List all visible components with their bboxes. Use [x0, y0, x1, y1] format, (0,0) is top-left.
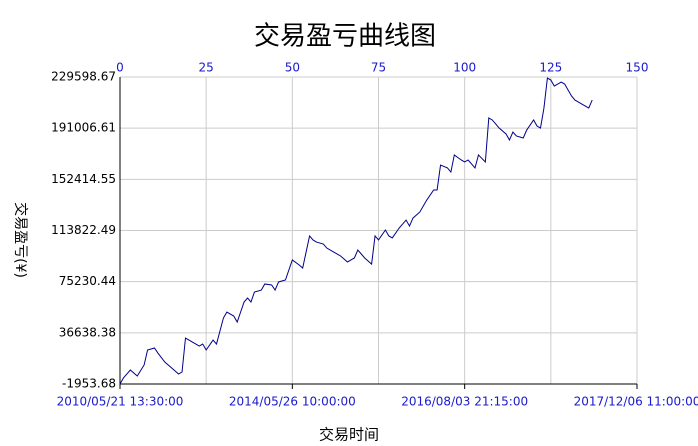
top-tick-label: 100: [453, 61, 476, 75]
y-axis-label: 交易盈亏(¥): [12, 202, 29, 278]
top-tick-label: 150: [626, 61, 649, 75]
top-tick-label: 75: [371, 61, 386, 75]
y-tick-label: 75230.44: [59, 274, 116, 288]
x-tick-label: 2014/05/26 10:00:00: [229, 395, 356, 409]
top-tick-label: 25: [199, 61, 214, 75]
y-tick-label: 229598.67: [51, 70, 116, 84]
x-tick-label: 2017/12/06 11:00:00: [574, 395, 698, 409]
x-axis-label: 交易时间: [319, 426, 379, 444]
top-tick-label: 50: [285, 61, 300, 75]
y-tick-label: 191006.61: [51, 121, 116, 135]
chart-title: 交易盈亏曲线图: [254, 22, 436, 52]
y-tick-label: -1953.68: [62, 377, 116, 391]
x-tick-label: 2016/08/03 21:15:00: [401, 395, 528, 409]
line: [119, 77, 593, 385]
top-tick-label: 0: [116, 61, 124, 75]
y-tick-label: 152414.55: [51, 172, 116, 186]
y-tick-label: 113822.49: [51, 223, 116, 237]
x-tick-label: 2010/05/21 13:30:00: [57, 395, 184, 409]
y-tick-label: 36638.38: [59, 325, 116, 339]
top-tick-label: 125: [539, 61, 562, 75]
